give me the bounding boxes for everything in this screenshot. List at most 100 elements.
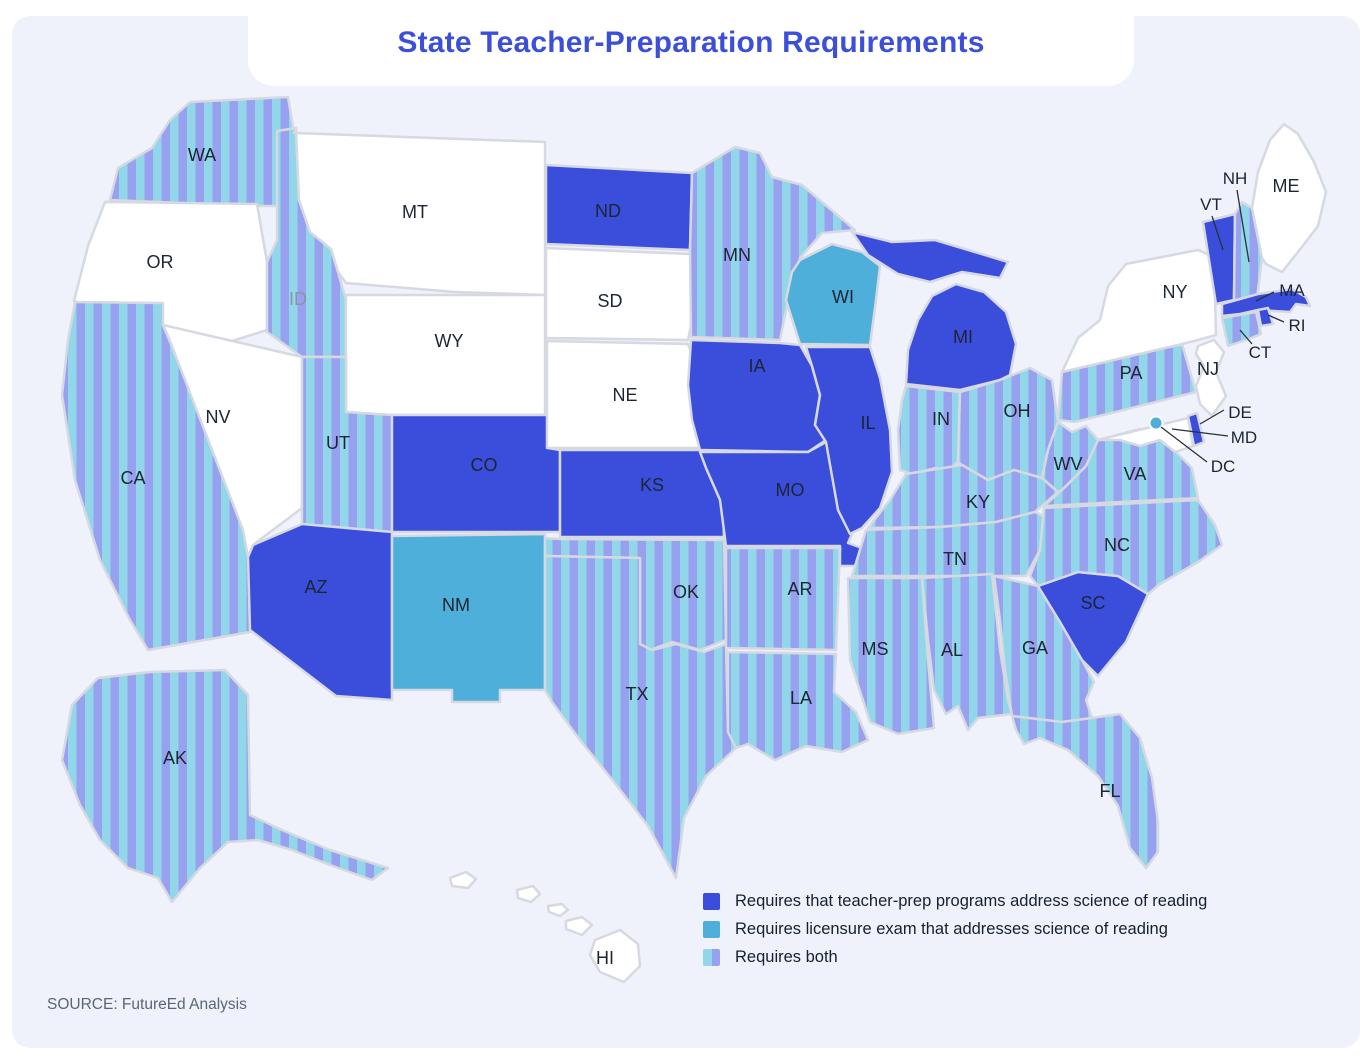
state-label-WV: WV [1054, 454, 1083, 474]
state-WA[interactable] [108, 95, 296, 208]
state-label-CT: CT [1249, 343, 1272, 362]
legend-row-program: Requires that teacher-prep programs addr… [703, 892, 1207, 911]
state-HI[interactable] [448, 870, 642, 984]
legend-swatch-exam [703, 921, 720, 938]
state-ME[interactable] [1250, 122, 1328, 274]
title-plate: State Teacher-Preparation Requirements [248, 0, 1134, 86]
callout-lines [1160, 189, 1285, 463]
state-labels: WA OR CA NV ID MT WY UT CO AZ NM ND SD N… [120, 145, 1305, 968]
state-label-MD: MD [1231, 428, 1257, 447]
state-AL[interactable] [920, 572, 1014, 732]
state-label-VT: VT [1200, 195, 1222, 214]
callout-line-MD [1171, 428, 1229, 437]
state-RI[interactable] [1256, 306, 1275, 328]
state-label-NH: NH [1223, 169, 1248, 188]
state-label-MT: MT [402, 202, 428, 222]
state-CA[interactable] [60, 300, 255, 652]
state-label-AL: AL [941, 640, 963, 660]
state-label-KS: KS [640, 475, 664, 495]
legend-label-both: Requires both [735, 948, 838, 966]
state-WI[interactable] [784, 242, 882, 347]
legend-row-exam: Requires licensure exam that addresses s… [703, 920, 1207, 939]
legend-swatch-program [703, 893, 720, 910]
state-label-NJ: NJ [1197, 359, 1219, 379]
state-AR[interactable] [724, 546, 842, 652]
state-label-MS: MS [862, 639, 889, 659]
state-label-GA: GA [1022, 638, 1048, 658]
state-label-OK: OK [673, 582, 699, 602]
state-label-WY: WY [435, 331, 464, 351]
callout-line-RI [1267, 314, 1285, 323]
state-label-IN: IN [932, 409, 950, 429]
state-label-MA: MA [1279, 281, 1305, 300]
state-label-MN: MN [723, 245, 751, 265]
state-label-WI: WI [832, 287, 854, 307]
state-MI[interactable] [850, 230, 1018, 392]
state-label-RI: RI [1289, 316, 1306, 335]
state-label-SD: SD [597, 291, 622, 311]
state-label-ME: ME [1273, 176, 1300, 196]
state-AK[interactable] [60, 668, 390, 904]
state-TN[interactable] [850, 510, 1058, 578]
state-label-UT: UT [326, 433, 350, 453]
state-label-VA: VA [1124, 464, 1147, 484]
state-label-NV: NV [205, 407, 230, 427]
legend-label-exam: Requires licensure exam that addresses s… [735, 920, 1168, 938]
callout-line-NH [1236, 189, 1250, 263]
page-title: State Teacher-Preparation Requirements [397, 26, 985, 59]
state-IL[interactable] [804, 345, 894, 536]
state-CT[interactable] [1220, 310, 1263, 348]
state-label-OH: OH [1004, 401, 1031, 421]
state-label-HI: HI [596, 948, 614, 968]
callout-line-MA [1255, 291, 1275, 302]
state-label-MI: MI [953, 327, 973, 347]
state-IN[interactable] [896, 384, 962, 476]
state-label-TN: TN [943, 549, 967, 569]
legend-swatch-both-dark [711, 949, 720, 966]
legend: Requires that teacher-prep programs addr… [703, 892, 1207, 967]
state-label-MO: MO [776, 480, 805, 500]
callout-line-CT [1239, 329, 1253, 345]
state-TX[interactable] [543, 554, 738, 880]
state-label-NY: NY [1162, 282, 1187, 302]
state-label-KY: KY [966, 492, 990, 512]
callout-line-DE [1199, 409, 1225, 425]
state-label-IA: IA [748, 356, 765, 376]
state-label-NM: NM [442, 595, 470, 615]
state-label-IL: IL [860, 413, 875, 433]
state-label-CO: CO [471, 455, 498, 475]
state-NY[interactable] [1060, 248, 1218, 374]
state-label-FL: FL [1099, 781, 1120, 801]
state-label-ID: ID [289, 289, 307, 309]
state-label-CA: CA [120, 468, 145, 488]
state-label-ND: ND [595, 201, 621, 221]
state-NM[interactable] [390, 532, 547, 704]
legend-swatch-both-light [703, 949, 712, 966]
state-NC[interactable] [1028, 498, 1224, 596]
state-NJ[interactable] [1194, 338, 1228, 418]
state-label-LA: LA [790, 688, 812, 708]
state-label-AZ: AZ [304, 577, 327, 597]
state-LA[interactable] [726, 650, 870, 762]
state-AZ[interactable] [246, 522, 394, 702]
state-label-OR: OR [147, 252, 174, 272]
state-label-SC: SC [1080, 593, 1105, 613]
state-label-TX: TX [625, 684, 648, 704]
state-WV[interactable] [1040, 420, 1100, 494]
state-WY[interactable] [344, 293, 547, 417]
state-FL[interactable] [1010, 712, 1160, 870]
callout-line-DC [1160, 426, 1208, 463]
state-label-DE: DE [1228, 403, 1252, 422]
state-label-AR: AR [787, 579, 812, 599]
state-label-DC: DC [1211, 457, 1236, 476]
state-label-NC: NC [1104, 535, 1130, 555]
state-label-PA: PA [1120, 363, 1143, 383]
state-DC-dot[interactable] [1148, 415, 1164, 431]
legend-swatch-both [703, 949, 720, 966]
state-DE[interactable] [1186, 411, 1206, 448]
state-label-AK: AK [163, 748, 187, 768]
state-MN[interactable] [688, 145, 857, 342]
source-note: SOURCE: FutureEd Analysis [47, 996, 247, 1013]
